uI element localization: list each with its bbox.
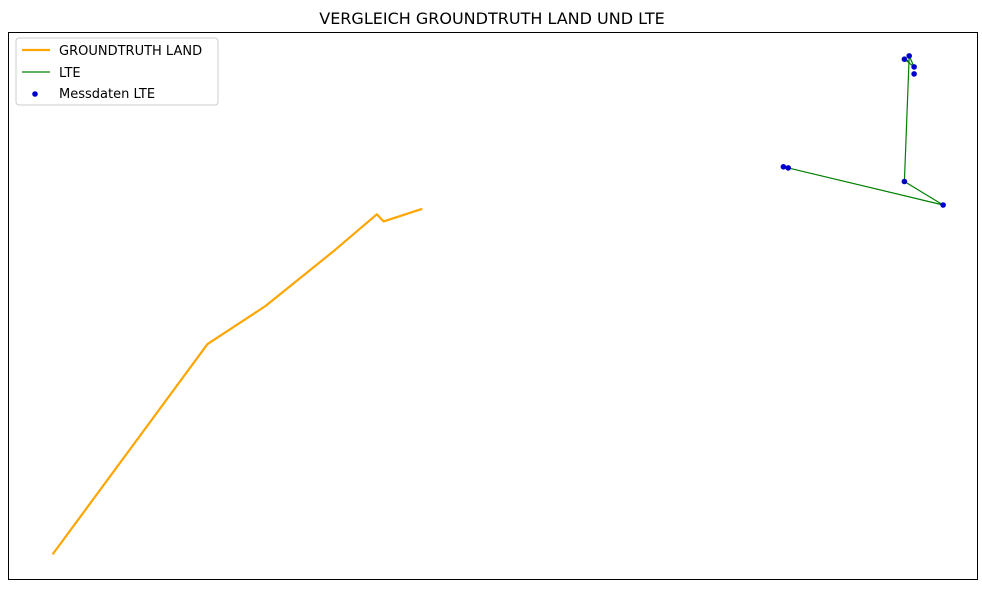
scatter-point-messdaten-lte-7 <box>911 71 917 77</box>
scatter-point-messdaten-lte-2 <box>940 202 946 208</box>
legend-label-groundtruth-land: GROUNDTRUTH LAND <box>59 44 202 59</box>
chart-title: VERGLEICH GROUNDTRUTH LAND UND LTE <box>319 9 664 28</box>
scatter-point-messdaten-lte-6 <box>901 56 908 62</box>
scatter-point-messdaten-lte-0 <box>780 164 787 170</box>
scatter-point-messdaten-lte-3 <box>901 178 908 185</box>
legend-label-messdaten-lte: Messdaten LTE <box>59 87 155 102</box>
series-layer <box>51 53 946 556</box>
scatter-point-messdaten-lte-4 <box>906 53 912 59</box>
legend: GROUNDTRUTH LAND LTE Messdaten LTE <box>15 37 219 106</box>
series-line-groundtruth-land <box>51 207 423 556</box>
legend-swatch-messdaten-lte <box>32 91 38 97</box>
legend-label-lte: LTE <box>59 66 81 81</box>
legend-box <box>15 37 219 106</box>
scatter-point-messdaten-lte-1 <box>785 165 791 171</box>
scatter-point-messdaten-lte-5 <box>911 64 917 70</box>
plot-area-frame <box>8 32 978 580</box>
